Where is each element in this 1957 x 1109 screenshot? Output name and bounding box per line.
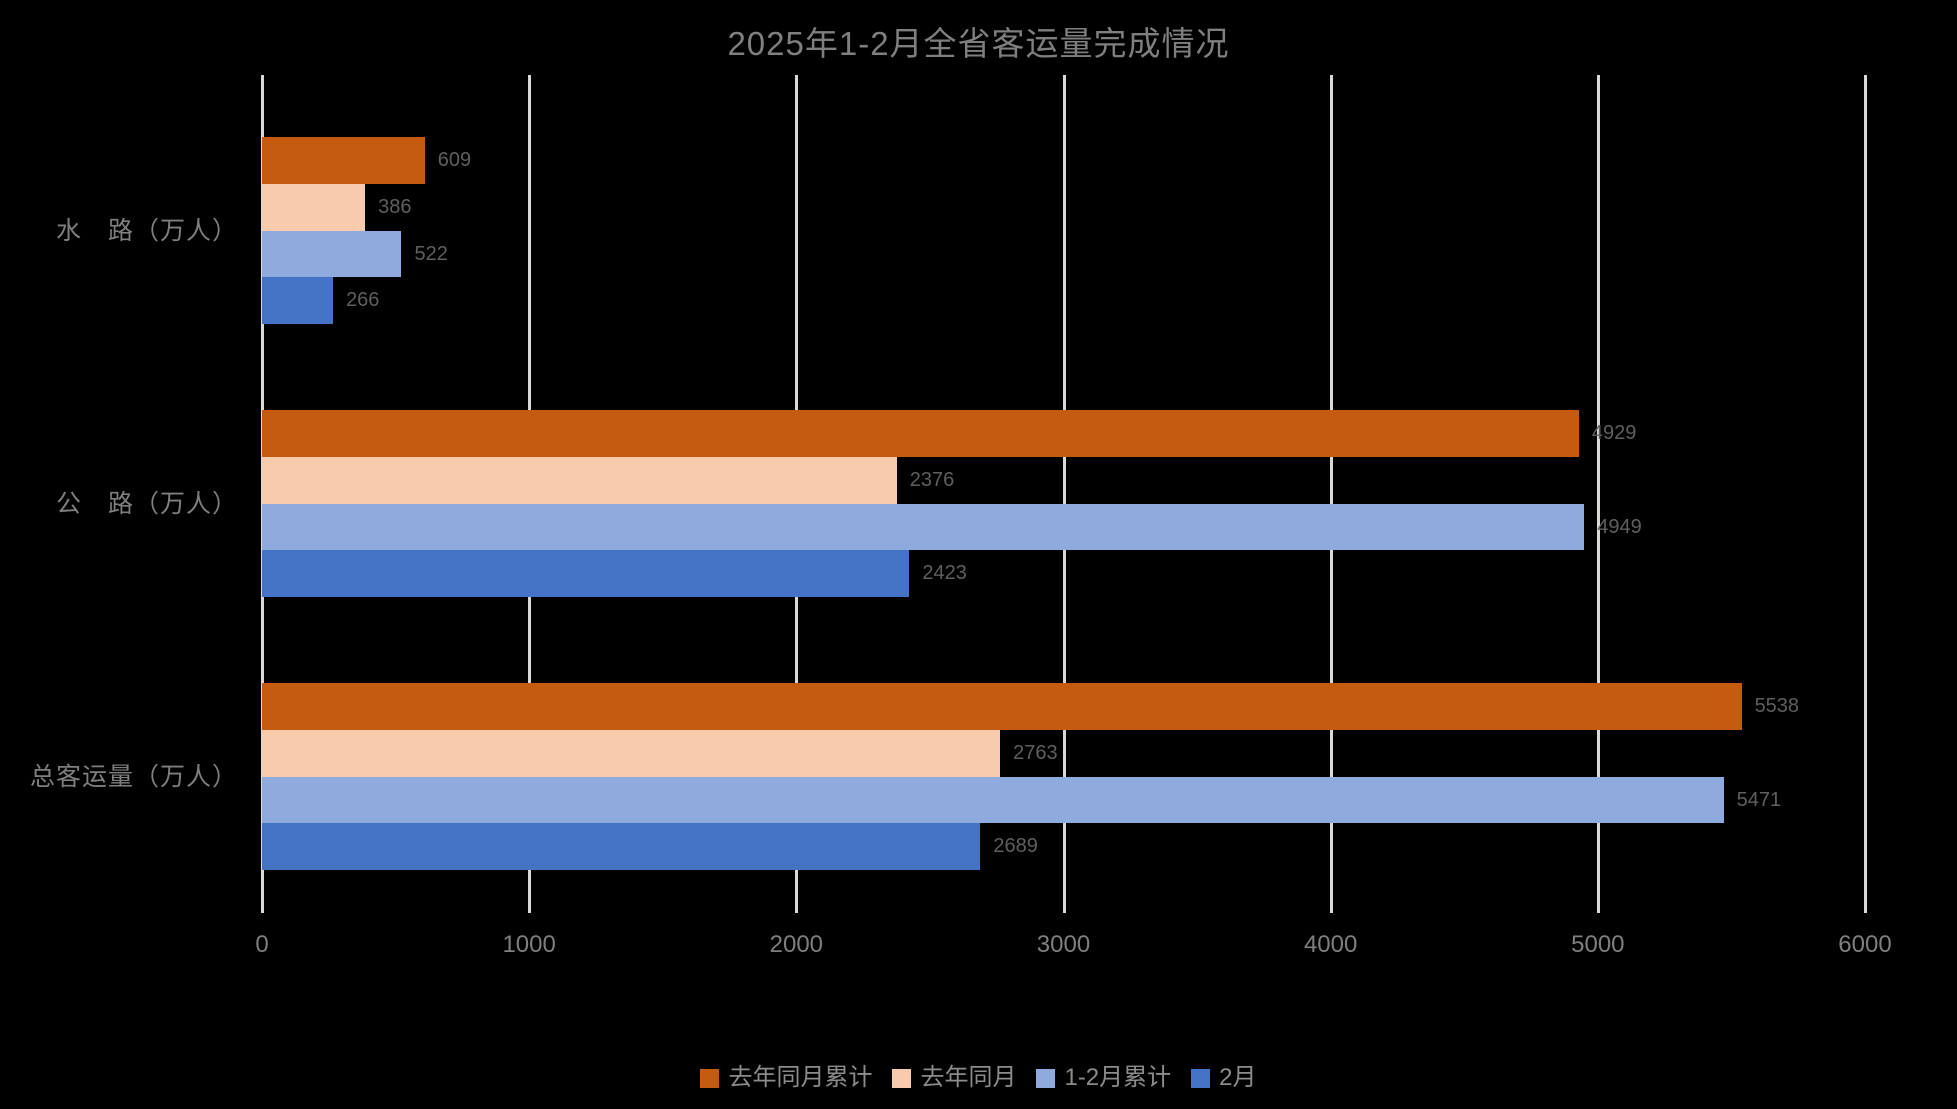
- bar-value-label: 2423: [922, 562, 967, 585]
- legend-item-3: 2月: [1191, 1063, 1257, 1093]
- category-label-1: 公 路（万人）: [55, 489, 238, 518]
- plot-area: 609 386 522 266 4929 2376 4949 2423 5538 2763 5471…: [261, 75, 1867, 913]
- bar-s0-c0: [262, 137, 425, 184]
- bar-value-label: 386: [378, 195, 412, 218]
- legend-item-1: 去年同月: [892, 1063, 1016, 1093]
- x-tick-label-5000: 5000: [1571, 931, 1625, 958]
- bar-value-label: 609: [437, 149, 472, 171]
- x-tick-label-2000: 2000: [769, 931, 824, 958]
- gridline-6000: [1864, 75, 1867, 913]
- bar-s2-c1: [262, 503, 1585, 551]
- bar-s1-c2: [262, 729, 1001, 777]
- bar-s0-c1: [262, 410, 1579, 457]
- legend-item-2: 1-2月累计: [1036, 1063, 1171, 1093]
- gridline-5000: [1596, 75, 1600, 913]
- bar-s0-c2: [262, 683, 1742, 730]
- bar-value-label: 2376: [909, 468, 955, 491]
- bar-s1-c1: [262, 456, 897, 504]
- gridline-3000: [1062, 75, 1066, 913]
- category-label-0: 水 路（万人）: [55, 216, 238, 245]
- legend-item-0: 去年同月累计: [700, 1063, 872, 1093]
- legend-swatch-icon: [892, 1068, 912, 1088]
- bar-value-label: 5471: [1736, 788, 1782, 811]
- x-tick-label-0: 0: [255, 931, 269, 958]
- bar-value-label: 4929: [1591, 422, 1637, 444]
- bar-s1-c0: [262, 183, 366, 231]
- bar-s2-c0: [262, 230, 402, 278]
- gridline-4000: [1329, 75, 1333, 913]
- chart-title: 2025年1-2月全省客运量完成情况: [727, 25, 1230, 62]
- bar-s3-c1: [262, 550, 910, 597]
- legend-swatch-icon: [1191, 1068, 1211, 1088]
- bar-s3-c0: [262, 277, 334, 324]
- bar-value-label: 2689: [993, 835, 1038, 858]
- bar-value-label: 2763: [1013, 741, 1058, 764]
- bar-value-label: 5538: [1754, 695, 1800, 717]
- x-tick-label-1000: 1000: [502, 931, 556, 958]
- bar-s2-c2: [262, 776, 1724, 824]
- legend-label: 2月: [1219, 1064, 1257, 1091]
- bar-value-label: 4949: [1597, 515, 1642, 538]
- legend: 去年同月累计 去年同月 1-2月累计 2月: [0, 1058, 1957, 1098]
- bar-value-label: 266: [346, 289, 380, 312]
- legend-swatch-icon: [700, 1068, 720, 1088]
- bar-s3-c2: [262, 823, 981, 870]
- legend-label: 1-2月累计: [1064, 1064, 1172, 1091]
- legend-label: 去年同月累计: [728, 1064, 873, 1091]
- x-tick-label-4000: 4000: [1303, 931, 1358, 958]
- bar-value-label: 522: [414, 242, 448, 265]
- x-tick-label-3000: 3000: [1036, 931, 1091, 958]
- x-tick-label-6000: 6000: [1838, 931, 1892, 958]
- category-label-2: 总客运量（万人）: [29, 762, 238, 791]
- legend-label: 去年同月: [920, 1064, 1017, 1091]
- legend-swatch-icon: [1036, 1068, 1056, 1088]
